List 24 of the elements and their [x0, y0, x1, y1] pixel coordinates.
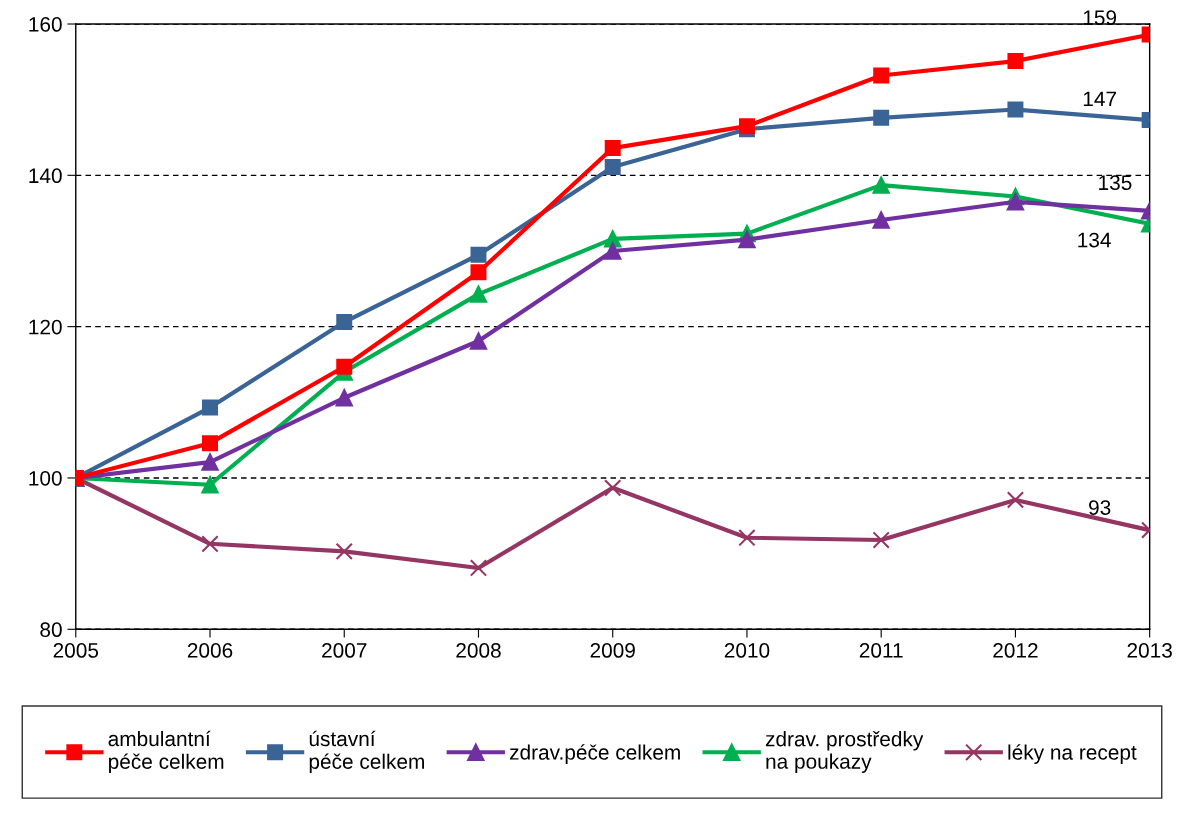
data-label: 135: [1099, 175, 1132, 191]
data-label: 159: [1083, 10, 1117, 25]
legend-label: ambulantní péče celkem: [108, 730, 224, 774]
x-tick-label: 2008: [456, 643, 501, 658]
y-tick-label: 80: [40, 622, 62, 638]
y-tick-label: 120: [29, 319, 62, 335]
x-tick-label: 2013: [1127, 643, 1172, 658]
y-tick-label: 140: [29, 168, 62, 184]
x-tick-label: 2009: [590, 643, 635, 658]
y-tick-label: 160: [29, 17, 62, 32]
legend-label: ústavní péče celkem: [309, 730, 424, 774]
data-label: 134: [1078, 232, 1111, 248]
x-tick-label: 2012: [993, 643, 1038, 658]
legend-label: léky na recept: [1008, 744, 1137, 764]
legend-label: zdrav.péče celkem: [509, 744, 680, 764]
x-tick-label: 2007: [322, 643, 367, 658]
x-tick-label: 2010: [724, 643, 770, 658]
x-tick-label: 2006: [187, 643, 233, 658]
y-tick-label: 100: [29, 470, 62, 486]
data-label: 93: [1089, 500, 1111, 515]
data-label: 147: [1083, 91, 1116, 107]
legend-label: zdrav. prostředky na poukazy: [765, 731, 924, 773]
x-tick-label: 2005: [53, 643, 99, 658]
x-tick-label: 2011: [859, 643, 903, 658]
